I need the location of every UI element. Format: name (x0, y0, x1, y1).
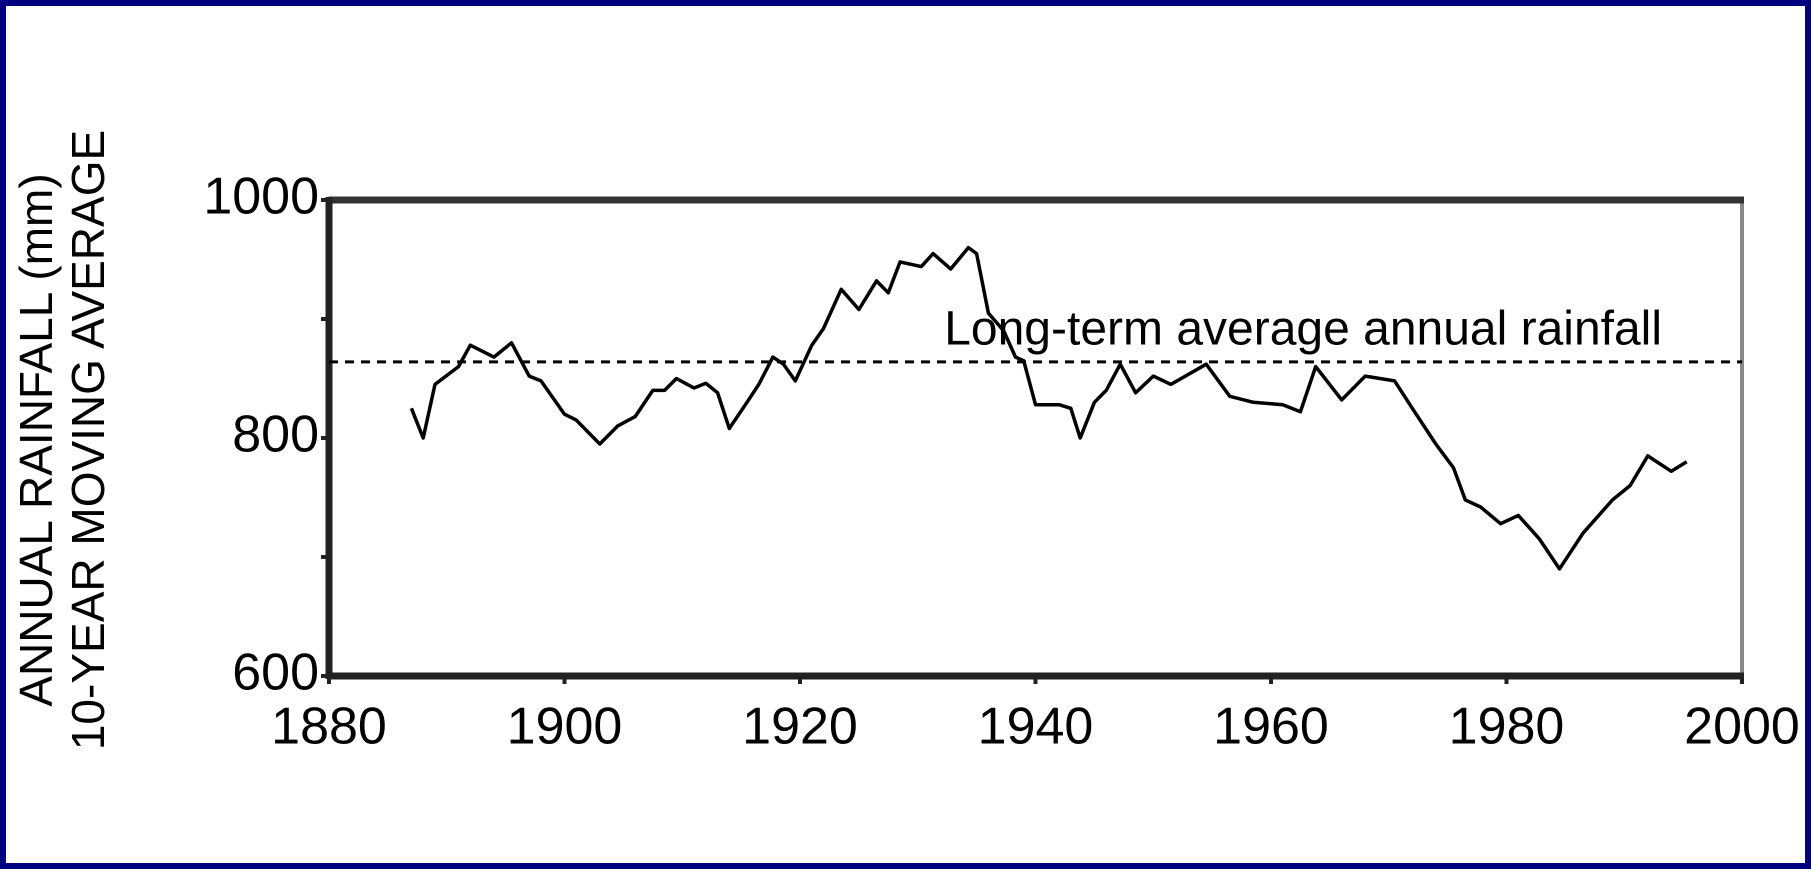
x-tick-label: 1920 (742, 698, 858, 756)
y-axis-label: ANNUAL RAINFALL (mm) (10, 173, 62, 706)
y-axis-label: 10-YEAR MOVING AVERAGE (62, 130, 114, 750)
annotation: Long-term average annual rainfall (944, 303, 1662, 356)
y-tick-label: 1000 (203, 168, 319, 226)
x-tick-label: 1880 (271, 698, 387, 756)
x-tick-label: 1900 (507, 698, 623, 756)
x-tick-label: 1980 (1449, 698, 1565, 756)
data-line (409, 245, 1688, 571)
chart-background (6, 6, 1805, 863)
x-tick-label: 2000 (1684, 698, 1800, 756)
y-tick-label: 600 (232, 644, 319, 702)
y-tick-label: 800 (232, 406, 319, 464)
x-tick-label: 1940 (978, 698, 1094, 756)
x-tick-label: 1960 (1213, 698, 1329, 756)
